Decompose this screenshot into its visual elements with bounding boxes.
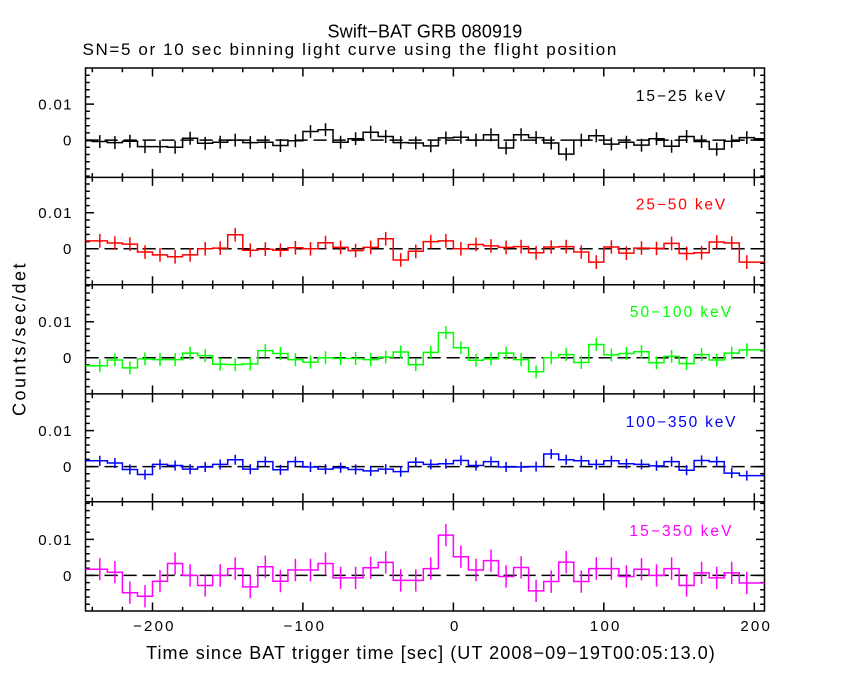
svg-text:15−350 keV: 15−350 keV — [629, 523, 733, 540]
svg-text:100−350 keV: 100−350 keV — [626, 414, 738, 431]
svg-text:0: 0 — [63, 350, 71, 367]
svg-text:0: 0 — [450, 618, 461, 635]
svg-text:100: 100 — [590, 618, 622, 635]
svg-text:200: 200 — [740, 618, 772, 635]
svg-text:−200: −200 — [133, 618, 176, 635]
svg-text:0.01: 0.01 — [38, 97, 73, 114]
svg-text:0: 0 — [63, 459, 71, 476]
svg-text:25−50 keV: 25−50 keV — [636, 197, 727, 214]
svg-text:−100: −100 — [284, 618, 327, 635]
svg-text:15−25 keV: 15−25 keV — [636, 88, 727, 105]
svg-text:Time since BAT trigger time [s: Time since BAT trigger time [sec] (UT 20… — [146, 643, 716, 663]
svg-text:0.01: 0.01 — [38, 205, 73, 222]
svg-text:0: 0 — [63, 133, 71, 150]
svg-text:0.01: 0.01 — [38, 423, 73, 440]
svg-text:SN=5 or 10 sec binning light c: SN=5 or 10 sec binning light curve using… — [83, 40, 618, 59]
svg-text:50−100 keV: 50−100 keV — [630, 304, 733, 321]
svg-text:Counts/sec/det: Counts/sec/det — [10, 261, 30, 416]
svg-text:Swift−BAT GRB 080919: Swift−BAT GRB 080919 — [328, 22, 523, 42]
svg-text:0: 0 — [63, 568, 71, 585]
svg-text:0: 0 — [63, 241, 71, 258]
svg-text:0.01: 0.01 — [38, 532, 73, 549]
svg-text:0.01: 0.01 — [38, 314, 73, 331]
